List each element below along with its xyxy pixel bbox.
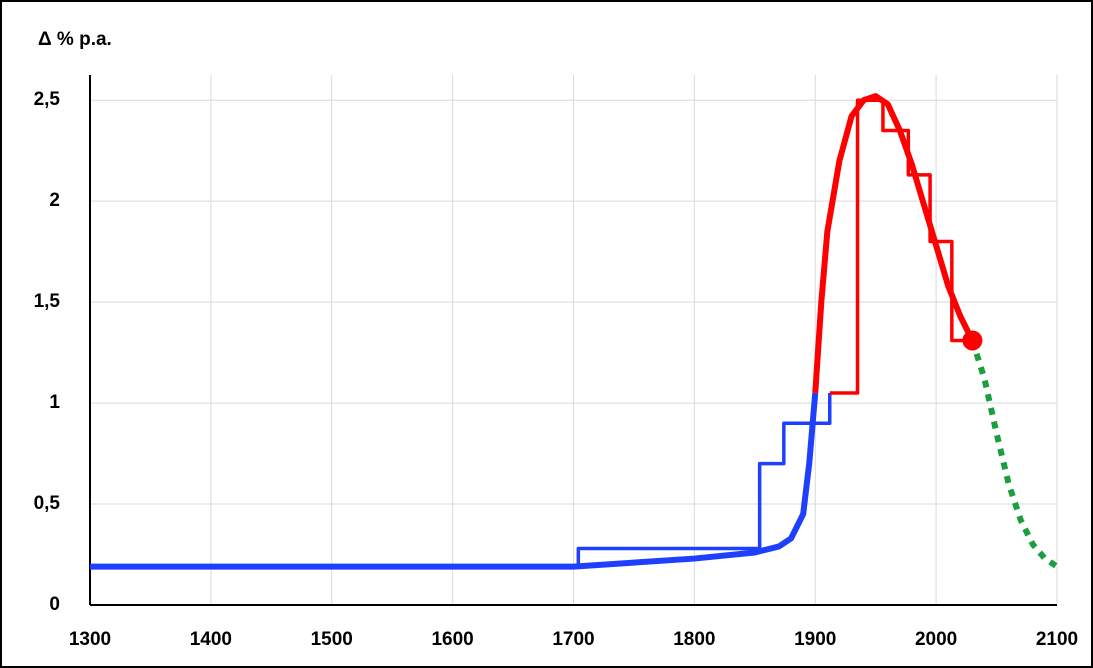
- x-tick-label: 1500: [311, 629, 353, 650]
- y-tick-label: 1,5: [34, 291, 61, 312]
- x-tick-label: 1900: [794, 629, 836, 650]
- x-tick-label: 1600: [431, 629, 473, 650]
- x-tick-label: 1800: [673, 629, 715, 650]
- y-tick-label: 1: [49, 392, 60, 413]
- x-tick-label: 1400: [190, 629, 232, 650]
- x-tick-label: 2000: [915, 629, 957, 650]
- y-tick-label: 0: [49, 594, 60, 615]
- line: [90, 392, 819, 570]
- x-tick-label: 1300: [69, 629, 111, 650]
- line: [812, 93, 976, 394]
- marker: [962, 330, 983, 351]
- line: [90, 392, 832, 569]
- y-tick-label: 2: [49, 190, 60, 211]
- y-tick-label: 0,5: [34, 493, 61, 514]
- x-tick-label: 2100: [1036, 629, 1078, 650]
- x-tick-label: 1700: [552, 629, 594, 650]
- y-axis-label: Δ % p.a.: [38, 29, 112, 50]
- line: [969, 339, 1059, 570]
- y-tick-label: 2,5: [34, 89, 61, 110]
